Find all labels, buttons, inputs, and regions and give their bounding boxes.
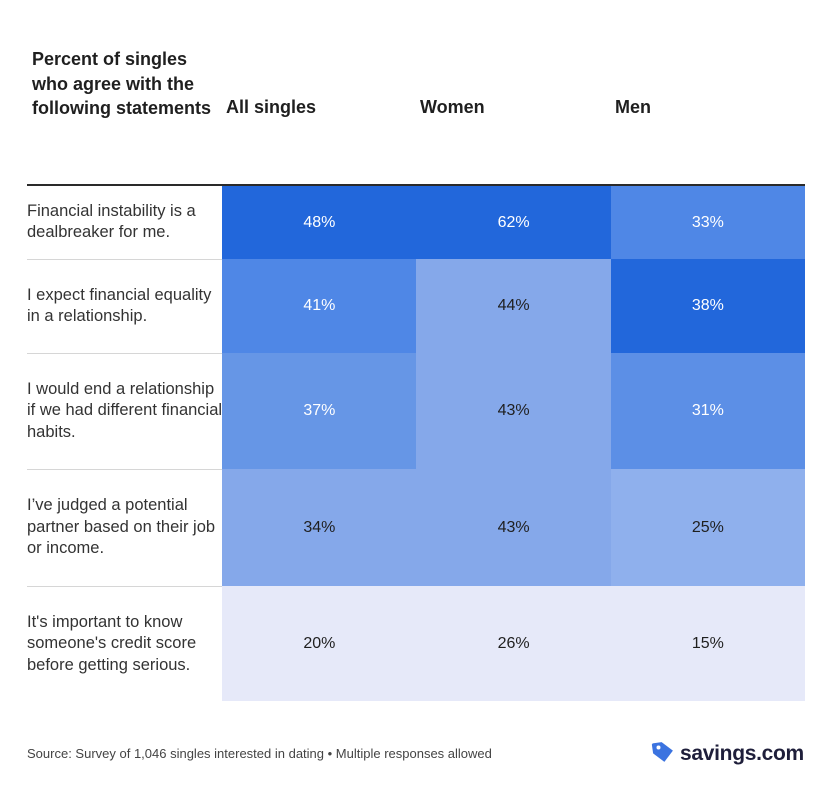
heatmap-table: Financial instability is a dealbreaker f… [27, 186, 805, 701]
heat-cell: 31% [610, 353, 805, 469]
heat-cell: 48% [222, 186, 417, 259]
row-label: I’ve judged a potential partner based on… [27, 469, 223, 587]
heat-cell: 20% [222, 586, 417, 701]
header-divider [27, 184, 805, 186]
heat-cell: 33% [610, 186, 805, 259]
heat-cell: 62% [416, 186, 611, 259]
heat-cell: 37% [222, 353, 417, 469]
source-note: Source: Survey of 1,046 singles interest… [27, 746, 492, 761]
table-row: I expect financial equality in a relatio… [27, 259, 805, 354]
heat-cell: 26% [416, 586, 611, 701]
heat-cell: 25% [610, 469, 805, 586]
column-header-all-singles: All singles [226, 97, 317, 117]
row-header-title: Percent of singles who agree with the fo… [32, 49, 212, 118]
heat-cell: 15% [610, 586, 805, 701]
heat-cell: 43% [416, 469, 611, 586]
table-row: Financial instability is a dealbreaker f… [27, 186, 805, 260]
table-row: I’ve judged a potential partner based on… [27, 469, 805, 587]
heat-cell: 43% [416, 353, 611, 469]
row-label: Financial instability is a dealbreaker f… [27, 186, 223, 260]
brand-logo: savings.com [651, 740, 804, 768]
heat-cell: 44% [416, 259, 611, 353]
brand-name: savings.com [680, 742, 804, 765]
heat-cell: 34% [222, 469, 417, 586]
column-header-women: Women [420, 97, 485, 117]
header-row: Percent of singles who agree with the fo… [27, 0, 805, 186]
table-row: It's important to know someone's credit … [27, 586, 805, 701]
tag-icon [651, 740, 675, 769]
column-header-men: Men [615, 97, 651, 117]
row-label: I expect financial equality in a relatio… [27, 259, 223, 354]
row-label: I would end a relationship if we had dif… [27, 353, 223, 470]
heat-cell: 41% [222, 259, 417, 353]
table-row: I would end a relationship if we had dif… [27, 353, 805, 470]
heat-cell: 38% [610, 259, 805, 353]
row-label: It's important to know someone's credit … [27, 612, 197, 674]
